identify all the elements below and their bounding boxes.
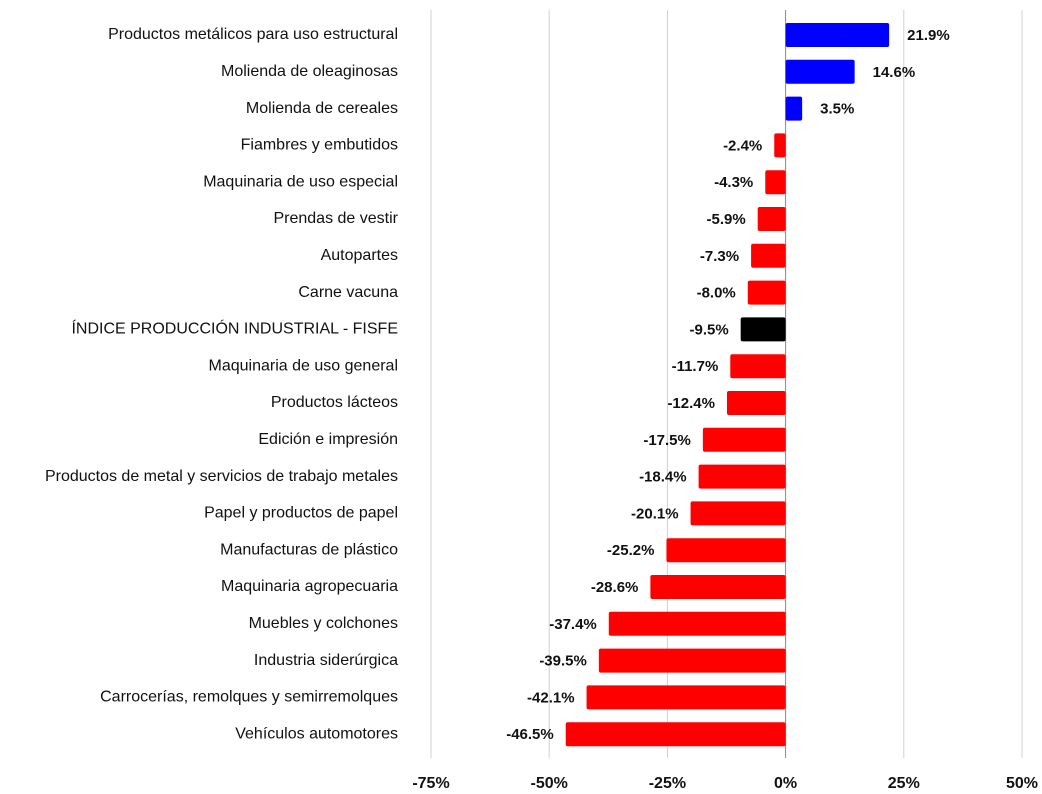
bar [785, 23, 890, 47]
value-label: 3.5% [820, 101, 854, 118]
bar [698, 464, 786, 489]
y-tick-label: Productos de metal y servicios de trabaj… [45, 468, 398, 485]
y-tick-label: Industria siderúrgica [254, 652, 398, 669]
value-label: -46.5% [506, 726, 554, 743]
value-label: -2.4% [723, 137, 762, 154]
value-label: -25.2% [607, 542, 655, 559]
value-label: -28.6% [591, 579, 639, 596]
y-tick-label: Manufacturas de plástico [220, 541, 398, 558]
value-label: -11.7% [672, 358, 719, 375]
bar [785, 96, 803, 121]
bar [598, 648, 786, 673]
bar [747, 280, 786, 305]
value-label: -12.4% [667, 395, 715, 412]
bar [608, 611, 786, 636]
y-tick-label: Maquinaria de uso especial [203, 173, 398, 190]
value-label: -5.9% [707, 211, 746, 228]
x-tick-label: -75% [412, 775, 449, 792]
bar [730, 354, 786, 379]
bar [650, 575, 786, 599]
bar [757, 207, 786, 231]
y-tick-label: Productos metálicos para uso estructural [108, 26, 398, 43]
y-tick-label: Prendas de vestir [273, 210, 398, 227]
bar [765, 170, 786, 195]
bar [751, 243, 786, 268]
x-tick-label: 0% [774, 775, 797, 792]
y-tick-label: Molienda de cereales [246, 100, 398, 117]
bar [785, 59, 855, 84]
value-label: -17.5% [643, 432, 691, 449]
y-tick-label: ÍNDICE PRODUCCIÓN INDUSTRIAL - FISFE [71, 319, 398, 338]
value-label: -20.1% [631, 505, 679, 522]
bar [586, 685, 786, 710]
value-label: -7.3% [700, 248, 739, 265]
bar [740, 317, 786, 342]
bar [666, 538, 786, 563]
y-tick-label: Molienda de oleaginosas [221, 63, 398, 80]
value-label: -18.4% [639, 469, 687, 486]
x-tick-label: -25% [649, 775, 686, 792]
y-tick-label: Autopartes [321, 247, 398, 264]
bar [565, 722, 786, 747]
bar [726, 391, 786, 415]
y-tick-label: Productos lácteos [271, 394, 398, 411]
bar [774, 133, 786, 158]
value-label: -9.5% [689, 321, 728, 338]
value-label: -37.4% [549, 616, 597, 633]
y-tick-label: Papel y productos de papel [204, 505, 398, 522]
bar [702, 427, 786, 452]
bar [690, 501, 786, 526]
value-label: -8.0% [697, 285, 736, 302]
value-label: -39.5% [539, 653, 587, 670]
y-tick-label: Maquinaria agropecuaria [221, 578, 398, 595]
x-tick-label: -50% [531, 775, 568, 792]
y-tick-label: Vehículos automotores [235, 725, 398, 742]
value-label: -42.1% [527, 689, 575, 706]
y-tick-label: Fiambres y embutidos [241, 137, 398, 154]
y-tick-label: Muebles y colchones [249, 615, 398, 632]
value-label: 14.6% [873, 64, 916, 81]
y-tick-label: Edición e impresión [258, 431, 398, 448]
x-tick-label: 50% [1006, 775, 1038, 792]
y-tick-label: Carne vacuna [298, 284, 398, 301]
y-tick-label: Carrocerías, remolques y semirremolques [100, 689, 398, 706]
value-label: 21.9% [907, 27, 950, 44]
y-tick-label: Maquinaria de uso general [209, 357, 398, 374]
x-tick-label: 25% [888, 775, 920, 792]
value-label: -4.3% [714, 174, 753, 191]
